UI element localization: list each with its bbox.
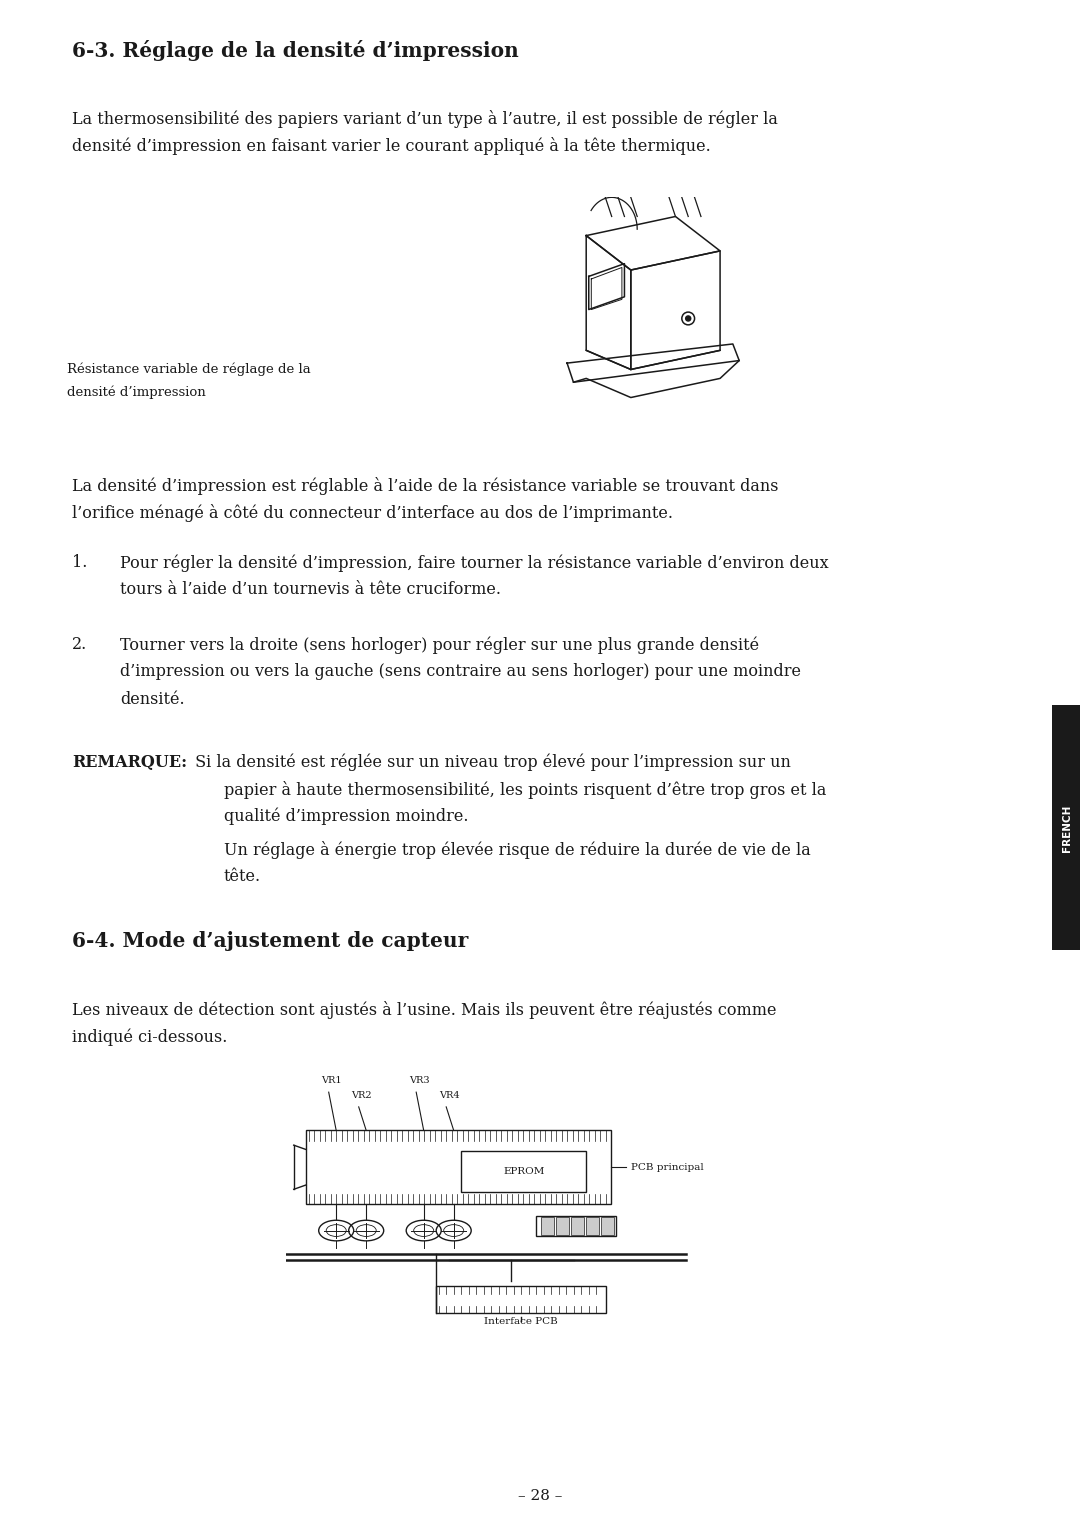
Text: densité d’impression: densité d’impression	[67, 386, 206, 400]
Text: Interface PCB: Interface PCB	[484, 1317, 558, 1326]
Bar	[556, 1217, 569, 1236]
Text: 2.: 2.	[72, 636, 87, 653]
Bar	[307, 1130, 611, 1203]
Bar	[436, 1286, 606, 1312]
Bar	[536, 1216, 617, 1237]
Text: – 28 –: – 28 –	[517, 1489, 563, 1502]
Text: l’orifice ménagé à côté du connecteur d’interface au dos de l’imprimante.: l’orifice ménagé à côté du connecteur d’…	[72, 504, 673, 523]
Text: VR1: VR1	[321, 1076, 342, 1085]
Bar	[602, 1217, 613, 1236]
Text: Si la densité est réglée sur un niveau trop élevé pour l’impression sur un: Si la densité est réglée sur un niveau t…	[190, 754, 791, 771]
Text: PCB principal: PCB principal	[631, 1162, 704, 1171]
Text: FRENCH: FRENCH	[1062, 805, 1072, 851]
Text: papier à haute thermosensibilité, les points risquent d’être trop gros et la: papier à haute thermosensibilité, les po…	[224, 780, 826, 799]
Text: 1.: 1.	[72, 555, 87, 572]
Bar	[586, 1217, 598, 1236]
Text: qualité d’impression moindre.: qualité d’impression moindre.	[224, 808, 469, 825]
Text: densité d’impression en faisant varier le courant appliqué à la tête thermique.: densité d’impression en faisant varier l…	[72, 138, 711, 155]
Text: densité.: densité.	[120, 690, 185, 708]
Text: Les niveaux de détection sont ajustés à l’usine. Mais ils peuvent être réajustés: Les niveaux de détection sont ajustés à …	[72, 1001, 777, 1019]
Text: 6-3. Réglage de la densité d’impression: 6-3. Réglage de la densité d’impression	[72, 40, 518, 61]
Bar	[461, 1151, 586, 1193]
Text: indiqué ci-dessous.: indiqué ci-dessous.	[72, 1029, 228, 1046]
Text: VR2: VR2	[351, 1090, 372, 1099]
Text: tête.: tête.	[224, 868, 261, 885]
Text: La thermosensibilité des papiers variant d’un type à l’autre, il est possible de: La thermosensibilité des papiers variant…	[72, 110, 778, 129]
Text: Tourner vers la droite (sens horloger) pour régler sur une plus grande densité: Tourner vers la droite (sens horloger) p…	[120, 636, 759, 655]
Text: d’impression ou vers la gauche (sens contraire au sens horloger) pour une moindr: d’impression ou vers la gauche (sens con…	[120, 664, 801, 681]
Text: Pour régler la densité d’impression, faire tourner la résistance variable d’envi: Pour régler la densité d’impression, fai…	[120, 555, 828, 572]
Text: VR4: VR4	[438, 1090, 459, 1099]
Text: Résistance variable de réglage de la: Résistance variable de réglage de la	[67, 362, 311, 376]
Text: Un réglage à énergie trop élevée risque de réduire la durée de vie de la: Un réglage à énergie trop élevée risque …	[224, 842, 811, 858]
Circle shape	[686, 316, 691, 320]
Bar	[541, 1217, 554, 1236]
Text: La densité d’impression est réglable à l’aide de la résistance variable se trouv: La densité d’impression est réglable à l…	[72, 477, 779, 495]
Bar	[571, 1217, 583, 1236]
Text: 6-4. Mode d’ajustement de capteur: 6-4. Mode d’ajustement de capteur	[72, 931, 469, 950]
Text: VR3: VR3	[408, 1076, 430, 1085]
Text: EPROM: EPROM	[503, 1167, 544, 1176]
Text: tours à l’aide d’un tournevis à tête cruciforme.: tours à l’aide d’un tournevis à tête cru…	[120, 581, 501, 598]
Text: REMARQUE:: REMARQUE:	[72, 754, 187, 771]
